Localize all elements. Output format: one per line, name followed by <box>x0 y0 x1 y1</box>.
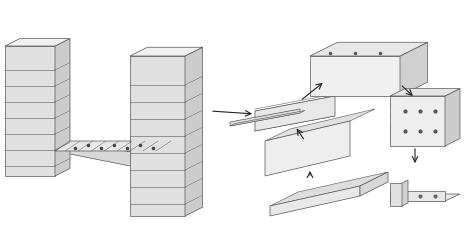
Polygon shape <box>445 89 460 146</box>
Polygon shape <box>310 42 428 56</box>
Polygon shape <box>390 183 402 206</box>
Polygon shape <box>230 110 305 126</box>
Polygon shape <box>265 109 375 141</box>
Polygon shape <box>390 194 460 201</box>
Polygon shape <box>185 47 202 216</box>
Polygon shape <box>130 56 185 216</box>
Polygon shape <box>402 180 408 206</box>
Polygon shape <box>400 42 428 96</box>
Polygon shape <box>265 121 350 176</box>
Polygon shape <box>55 39 70 176</box>
Polygon shape <box>390 191 445 201</box>
Polygon shape <box>5 46 55 176</box>
Polygon shape <box>5 39 70 46</box>
Polygon shape <box>270 186 360 216</box>
Polygon shape <box>360 172 388 196</box>
Polygon shape <box>270 172 388 206</box>
Polygon shape <box>310 56 400 96</box>
Polygon shape <box>390 89 460 96</box>
Polygon shape <box>55 141 185 151</box>
Polygon shape <box>130 47 202 56</box>
Polygon shape <box>255 96 335 131</box>
Polygon shape <box>55 141 165 166</box>
Polygon shape <box>390 96 445 146</box>
Polygon shape <box>230 109 300 126</box>
